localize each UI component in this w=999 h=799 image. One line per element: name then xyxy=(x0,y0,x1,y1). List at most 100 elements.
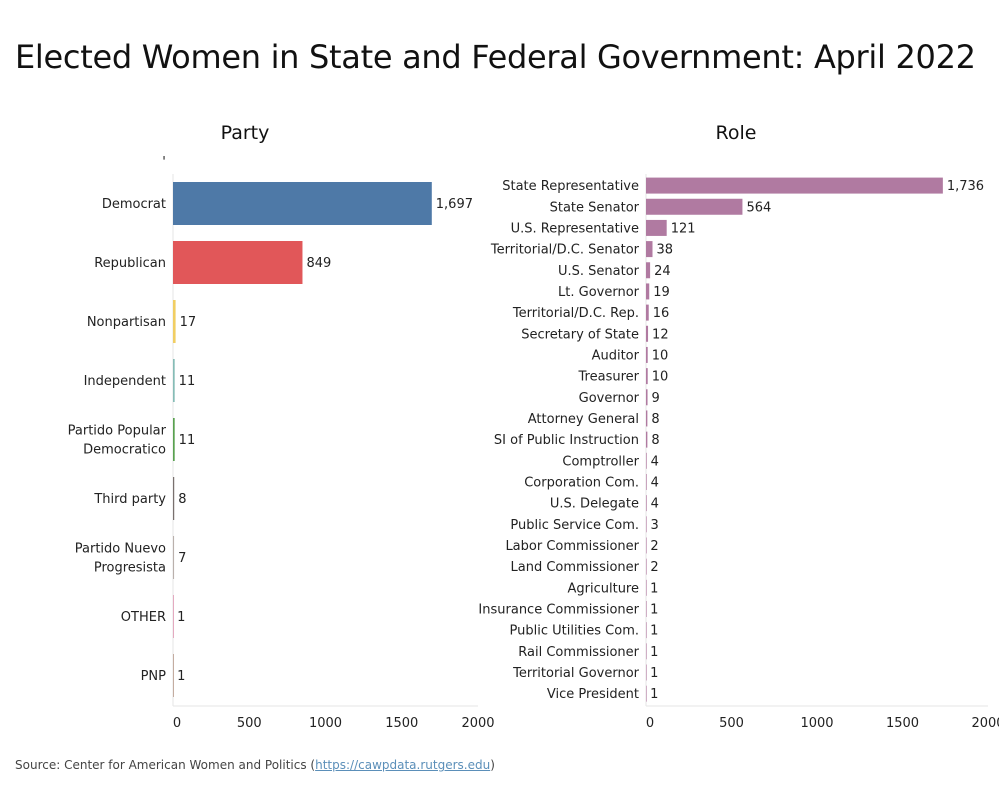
role-category-label-line: Rail Commissioner xyxy=(518,645,639,660)
party-bar xyxy=(173,536,175,579)
role-category-label-line: Governor xyxy=(579,391,640,406)
role-bar xyxy=(646,579,647,596)
role-category-label: U.S. Senator xyxy=(558,264,640,279)
role-value-label: 4 xyxy=(651,454,659,469)
source-note: Source: Center for American Women and Po… xyxy=(15,758,495,772)
role-bar xyxy=(646,452,647,469)
role-value-label: 3 xyxy=(651,518,659,533)
role-category-label-line: Lt. Governor xyxy=(558,285,640,300)
role-x-tick-label: 0 xyxy=(646,716,654,731)
party-category-label: Democrat xyxy=(102,197,166,212)
party-value-label: 1 xyxy=(177,610,185,625)
role-bar xyxy=(646,346,648,363)
role-value-label: 24 xyxy=(654,264,671,279)
role-category-label: Vice President xyxy=(547,687,639,702)
role-category-label-line: State Representative xyxy=(502,179,639,194)
party-category-label: Partido Popular Democratico xyxy=(68,424,167,458)
role-category-label: Lt. Governor xyxy=(558,285,640,300)
party-bar xyxy=(173,418,175,461)
party-category-label: Republican xyxy=(94,256,166,271)
role-bar xyxy=(646,325,649,342)
role-category-label-line: Territorial Governor xyxy=(512,666,640,681)
role-value-label: 9 xyxy=(652,391,660,406)
role-value-label: 1 xyxy=(650,581,658,596)
role-category-label: Land Commissioner xyxy=(511,560,640,575)
role-category-label-line: Agriculture xyxy=(568,581,640,596)
party-bar xyxy=(173,595,174,638)
party-x-tick-label: 2000 xyxy=(461,716,494,731)
source-prefix: Source: Center for American Women and Po… xyxy=(15,758,316,772)
role-category-label: Public Service Com. xyxy=(510,518,639,533)
party-value-label: 849 xyxy=(306,256,331,271)
role-value-label: 4 xyxy=(651,475,659,490)
party-x-tick-label: 500 xyxy=(237,716,262,731)
role-panel-title: Role xyxy=(716,122,757,144)
role-category-label-line: Insurance Commissioner xyxy=(478,602,639,617)
party-bar xyxy=(173,182,432,225)
party-category-label-line: Partido Nuevo xyxy=(75,542,166,557)
role-bar xyxy=(646,600,647,617)
role-value-label: 12 xyxy=(652,327,669,342)
role-bar xyxy=(646,198,743,215)
party-category-label-line: Third party xyxy=(93,492,166,507)
party-bar xyxy=(173,654,174,697)
role-bar xyxy=(646,431,648,448)
party-value-label: 8 xyxy=(178,492,186,507)
role-category-label: Rail Commissioner xyxy=(518,645,639,660)
role-category-label-line: Corporation Com. xyxy=(524,475,639,490)
role-value-label: 19 xyxy=(653,285,670,300)
role-category-label: SI of Public Instruction xyxy=(494,433,639,448)
role-category-label-line: Public Service Com. xyxy=(510,518,639,533)
role-category-label-line: Vice President xyxy=(547,687,639,702)
role-value-label: 564 xyxy=(746,200,771,215)
role-bar xyxy=(646,368,648,385)
role-category-label-line: Secretary of State xyxy=(521,327,639,342)
role-category-label: Comptroller xyxy=(562,454,639,469)
role-value-label: 1 xyxy=(650,602,658,617)
role-value-label: 4 xyxy=(651,497,659,512)
role-value-label: 1,736 xyxy=(947,179,984,194)
party-category-label: OTHER xyxy=(121,610,166,625)
role-value-label: 8 xyxy=(651,412,659,427)
role-x-tick-label: 500 xyxy=(719,716,744,731)
source-link[interactable]: https://cawpdata.rutgers.edu xyxy=(315,758,491,772)
party-category-label: Partido Nuevo Progresista xyxy=(75,542,166,576)
role-category-label-line: Auditor xyxy=(592,348,640,363)
party-category-label: Nonpartisan xyxy=(87,315,166,330)
role-x-tick-label: 2000 xyxy=(971,716,999,731)
role-category-label-line: Territorial/D.C. Rep. xyxy=(512,306,639,321)
role-category-label-line: Territorial/D.C. Senator xyxy=(490,243,640,258)
party-value-label: 17 xyxy=(180,315,197,330)
party-x-tick-label: 1500 xyxy=(385,716,418,731)
role-category-label: Auditor xyxy=(592,348,640,363)
role-bar xyxy=(646,389,648,406)
role-value-label: 2 xyxy=(650,560,658,575)
role-bar xyxy=(646,537,647,554)
party-bar xyxy=(173,241,303,284)
role-value-label: 10 xyxy=(652,348,669,363)
party-panel-title: Party xyxy=(221,122,270,144)
role-category-label: State Senator xyxy=(550,200,640,215)
role-bar xyxy=(646,664,647,681)
role-bar xyxy=(646,622,647,639)
role-value-label: 1 xyxy=(650,687,658,702)
role-category-label-line: Labor Commissioner xyxy=(505,539,639,554)
role-bar xyxy=(646,304,649,321)
party-stray-mark: ' xyxy=(162,155,166,170)
role-category-label-line: Public Utilities Com. xyxy=(510,624,640,639)
role-category-label: Agriculture xyxy=(568,581,640,596)
party-bar xyxy=(173,477,175,520)
role-category-label-line: SI of Public Instruction xyxy=(494,433,639,448)
role-value-label: 8 xyxy=(651,433,659,448)
party-category-label-line: OTHER xyxy=(121,610,166,625)
role-bar xyxy=(646,685,647,702)
role-bar xyxy=(646,643,647,660)
role-category-label: Public Utilities Com. xyxy=(510,624,640,639)
role-bar xyxy=(646,516,647,533)
role-bar xyxy=(646,241,653,258)
role-category-label: Insurance Commissioner xyxy=(478,602,639,617)
role-category-label: Governor xyxy=(579,391,640,406)
party-value-label: 1,697 xyxy=(436,197,473,212)
role-bar xyxy=(646,177,943,194)
